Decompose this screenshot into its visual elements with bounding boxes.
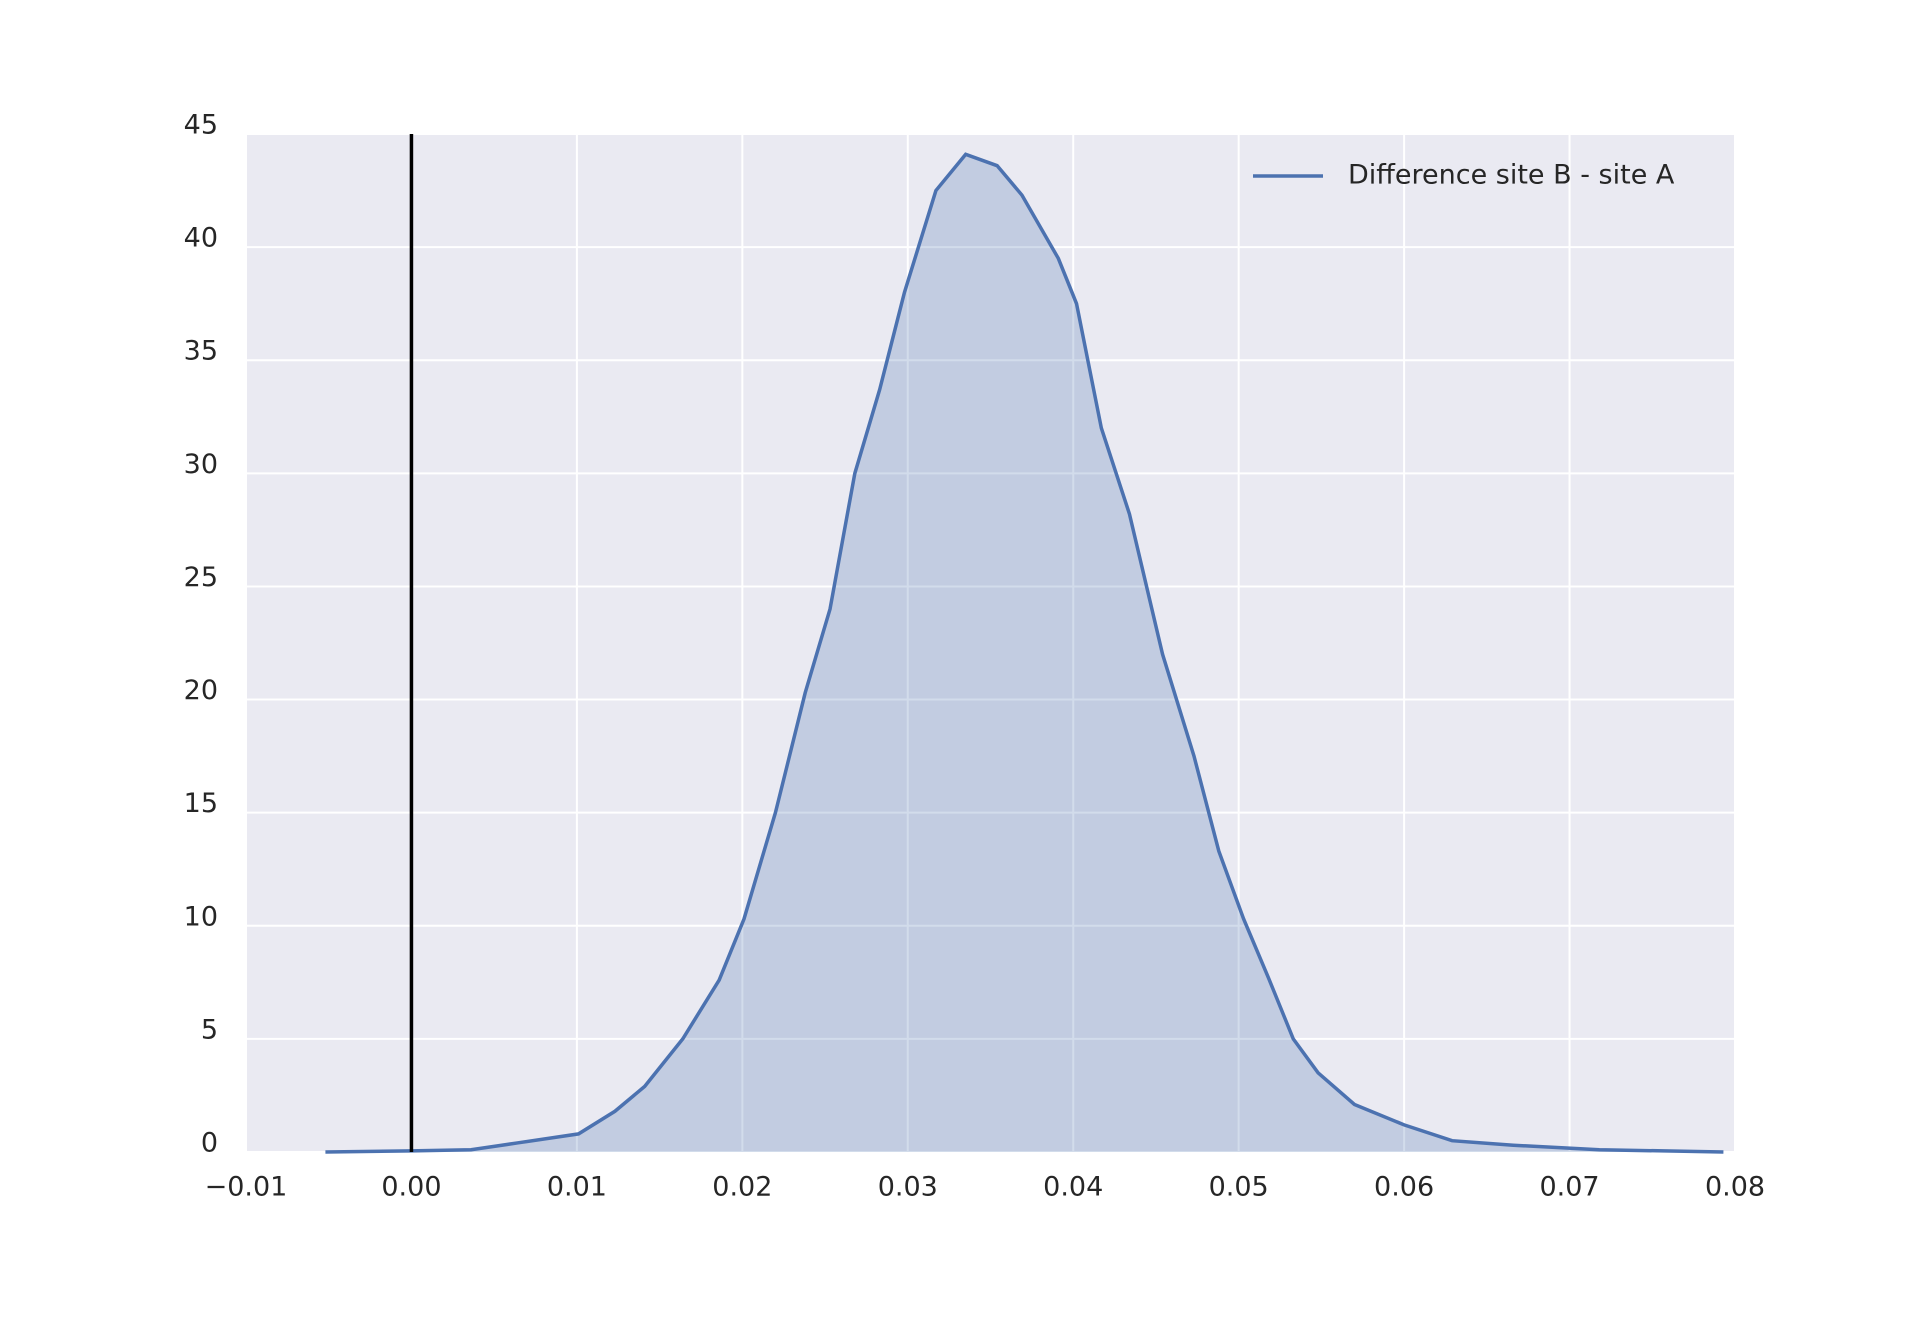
y-tick-label: 25 <box>184 562 218 593</box>
y-tick-label: 0 <box>201 1128 218 1159</box>
y-tick-label: 30 <box>184 449 218 480</box>
y-tick-label: 5 <box>201 1014 218 1045</box>
x-tick-label: 0.07 <box>1539 1172 1599 1203</box>
density-line <box>325 152 1724 1154</box>
x-tick-label: 0.08 <box>1705 1172 1765 1203</box>
x-tick-label: 0.03 <box>878 1172 938 1203</box>
x-tick-label: 0.06 <box>1374 1172 1434 1203</box>
x-tick-label: 0.02 <box>712 1172 772 1203</box>
y-tick-label: 40 <box>184 223 218 254</box>
y-tick-label: 45 <box>184 110 218 141</box>
y-tick-label: 10 <box>184 901 218 932</box>
y-tick-label: 15 <box>184 788 218 819</box>
x-tick-label: 0.00 <box>381 1172 441 1203</box>
x-tick-label: 0.01 <box>547 1172 607 1203</box>
y-tick-label: 35 <box>184 336 218 367</box>
density-area <box>325 154 1724 1153</box>
x-tick-label: 0.04 <box>1043 1172 1103 1203</box>
x-tick-label: 0.05 <box>1209 1172 1269 1203</box>
plot-background <box>246 134 1735 1152</box>
legend-label: Difference site B - site A <box>1348 160 1675 191</box>
x-tick-label: −0.01 <box>205 1172 288 1203</box>
y-tick-label: 20 <box>184 675 218 706</box>
